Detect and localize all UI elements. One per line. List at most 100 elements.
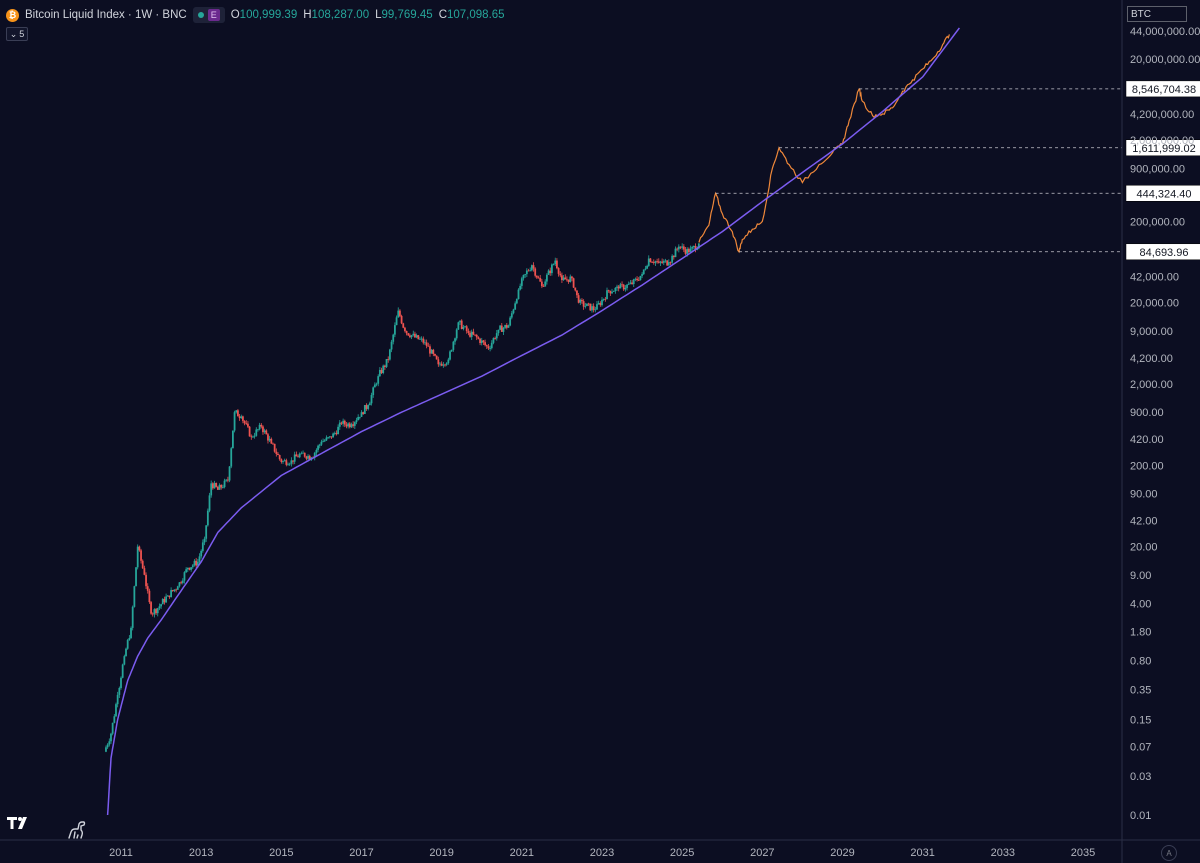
candle bbox=[183, 571, 186, 584]
candle bbox=[517, 288, 520, 300]
candle bbox=[148, 588, 151, 604]
candle bbox=[383, 364, 386, 370]
candle bbox=[487, 343, 490, 351]
candle bbox=[681, 243, 684, 250]
candle bbox=[257, 428, 259, 432]
candle bbox=[577, 293, 580, 304]
candle bbox=[646, 264, 648, 270]
candle bbox=[258, 422, 261, 431]
candle bbox=[211, 482, 214, 490]
y-tick-label: 1.80 bbox=[1130, 627, 1151, 639]
candle bbox=[125, 647, 127, 657]
candle bbox=[581, 298, 583, 304]
candle bbox=[128, 635, 131, 641]
candle bbox=[457, 321, 460, 331]
candle bbox=[225, 479, 228, 482]
candle bbox=[495, 330, 498, 341]
candle bbox=[378, 367, 381, 377]
candle bbox=[285, 458, 288, 467]
candle bbox=[425, 339, 428, 349]
y-tick-label: 2,000.00 bbox=[1130, 379, 1173, 391]
candle bbox=[556, 258, 558, 270]
candle bbox=[599, 301, 602, 307]
price-axis[interactable]: 44,000,000.00 20,000,000.00 4,200,000.00 2,… bbox=[1121, 0, 1200, 863]
time-axis[interactable]: 2011 2013 2015 2017 2019 2021 2023 2025 2027 2029… bbox=[0, 839, 1200, 859]
candle bbox=[347, 422, 350, 429]
candle bbox=[385, 359, 388, 368]
candle bbox=[477, 336, 480, 340]
indicator-pill[interactable]: E bbox=[192, 7, 225, 23]
candle bbox=[414, 331, 416, 338]
y-tick-label: 200.00 bbox=[1130, 460, 1164, 472]
collapse-indicators-button[interactable]: ⌄ 5 bbox=[6, 27, 28, 41]
candle bbox=[277, 452, 279, 456]
candle bbox=[332, 432, 335, 438]
tradingview-logo-icon[interactable] bbox=[6, 815, 32, 831]
candle bbox=[190, 567, 193, 572]
candle bbox=[158, 603, 161, 611]
projection-line bbox=[698, 34, 950, 254]
candle bbox=[348, 421, 351, 429]
open-label: O bbox=[230, 9, 240, 21]
candle bbox=[317, 444, 319, 453]
candle bbox=[454, 337, 456, 345]
candle bbox=[467, 328, 470, 336]
candle bbox=[472, 328, 475, 336]
candle bbox=[352, 421, 355, 428]
candle bbox=[627, 281, 630, 286]
candle bbox=[362, 411, 365, 415]
candle bbox=[442, 361, 445, 368]
candle bbox=[654, 260, 657, 266]
y-tick-label: 9,000.00 bbox=[1130, 326, 1173, 338]
candle bbox=[342, 418, 345, 427]
y-tick-label: 0.01 bbox=[1130, 810, 1151, 822]
x-tick-label: 2035 bbox=[1071, 847, 1095, 859]
candle bbox=[343, 419, 346, 428]
candle bbox=[327, 436, 329, 440]
candle bbox=[272, 442, 274, 445]
dinosaur-icon[interactable] bbox=[66, 820, 88, 840]
candle bbox=[168, 595, 171, 599]
y-tick-label: 20,000.00 bbox=[1130, 298, 1179, 310]
candle bbox=[353, 421, 356, 429]
candle bbox=[564, 274, 567, 280]
candle bbox=[641, 272, 643, 279]
symbol-badge[interactable]: BTC bbox=[1127, 6, 1187, 22]
candle bbox=[138, 545, 141, 552]
candle bbox=[540, 278, 543, 289]
candle bbox=[494, 336, 497, 340]
candle bbox=[572, 277, 575, 289]
candle bbox=[201, 539, 204, 553]
candle bbox=[465, 324, 468, 334]
symbol-title[interactable]: Bitcoin Liquid Index · 1W · BNC bbox=[25, 9, 187, 21]
y-tick-label: 2,000,000.00 bbox=[1130, 135, 1194, 147]
candle bbox=[644, 265, 647, 271]
candle bbox=[292, 460, 294, 465]
candle bbox=[606, 287, 608, 300]
x-tick-label: 2027 bbox=[750, 847, 774, 859]
price-marker-label[interactable]: 444,324.40 bbox=[1125, 185, 1200, 202]
candle bbox=[677, 244, 680, 253]
candle bbox=[165, 593, 167, 604]
candle-series bbox=[105, 243, 700, 753]
candle bbox=[522, 274, 525, 281]
auto-scale-button[interactable]: A bbox=[1161, 845, 1177, 861]
price-marker-label[interactable]: 8,546,704.38 bbox=[1125, 80, 1200, 98]
candle bbox=[647, 255, 650, 267]
price-marker-label[interactable]: 1,611,999.02 bbox=[1125, 139, 1200, 157]
close-label: C bbox=[438, 9, 447, 21]
candle bbox=[550, 263, 553, 276]
candle bbox=[170, 587, 173, 598]
price-marker-label[interactable]: 84,693.96 bbox=[1125, 243, 1200, 261]
open-value: 100,999.39 bbox=[239, 9, 298, 21]
price-marker-text: 444,324.40 bbox=[1136, 188, 1191, 200]
candle bbox=[666, 260, 669, 267]
candle bbox=[193, 559, 196, 567]
candle bbox=[482, 340, 485, 345]
candle bbox=[237, 409, 239, 417]
candle bbox=[320, 439, 323, 447]
x-tick-label: 2011 bbox=[109, 847, 133, 859]
candle bbox=[602, 298, 605, 302]
candle bbox=[188, 567, 191, 571]
